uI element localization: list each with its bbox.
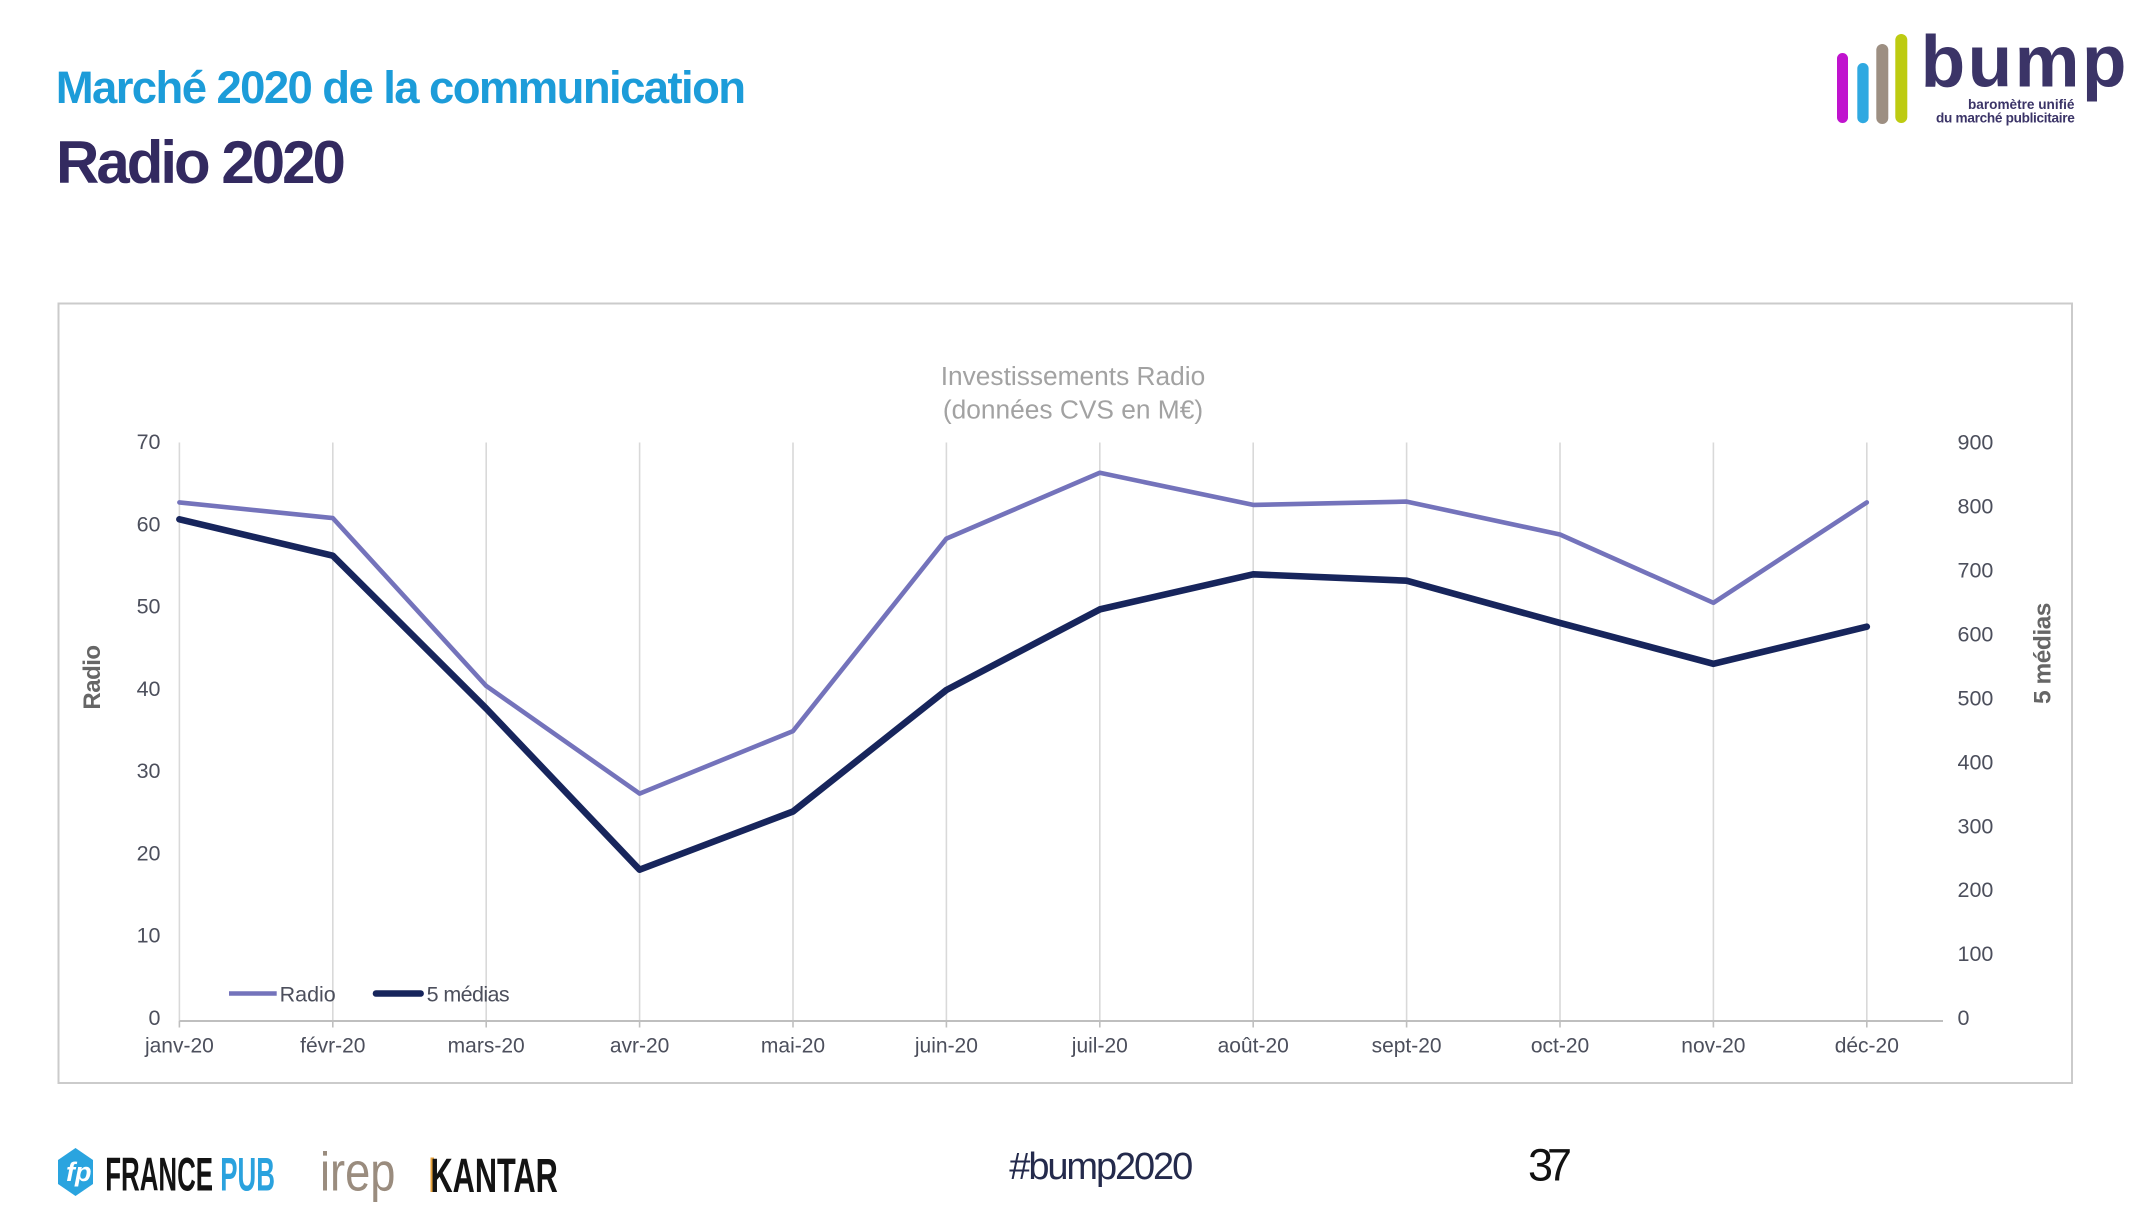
svg-text:40: 40	[137, 677, 161, 701]
svg-text:déc-20: déc-20	[1835, 1035, 1899, 1058]
svg-text:KANTAR: KANTAR	[431, 1149, 558, 1203]
svg-text:10: 10	[137, 924, 161, 948]
svg-text:700: 700	[1958, 559, 1994, 583]
svg-text:200: 200	[1958, 878, 1994, 902]
svg-text:800: 800	[1958, 495, 1994, 519]
svg-text:Radio: Radio	[280, 982, 336, 1006]
svg-text:0: 0	[1958, 1006, 1970, 1030]
svg-text:bump: bump	[1921, 22, 2129, 103]
svg-text:60: 60	[137, 513, 161, 537]
svg-text:100: 100	[1958, 942, 1994, 966]
svg-text:oct-20: oct-20	[1531, 1035, 1589, 1058]
svg-text:50: 50	[137, 595, 161, 619]
svg-text:mars-20: mars-20	[448, 1035, 525, 1058]
svg-text:FRANCE PUB: FRANCE PUB	[105, 1148, 275, 1201]
svg-text:900: 900	[1958, 431, 1994, 455]
svg-text:juil-20: juil-20	[1071, 1035, 1128, 1058]
svg-text:Radio: Radio	[79, 645, 106, 709]
svg-text:fp: fp	[66, 1157, 91, 1187]
svg-text:avr-20: avr-20	[610, 1035, 670, 1058]
svg-text:#bump2020: #bump2020	[1009, 1146, 1192, 1188]
svg-text:5 médias: 5 médias	[2030, 603, 2057, 704]
svg-text:baromètre unifié: baromètre unifié	[1968, 97, 2075, 112]
svg-text:20: 20	[137, 841, 161, 865]
svg-text:févr-20: févr-20	[300, 1035, 365, 1058]
svg-text:37: 37	[1528, 1140, 1570, 1191]
svg-text:70: 70	[137, 430, 161, 454]
svg-text:5 médias: 5 médias	[427, 982, 509, 1006]
svg-text:400: 400	[1958, 750, 1994, 774]
svg-text:30: 30	[137, 759, 161, 783]
svg-text:août-20: août-20	[1218, 1035, 1289, 1058]
svg-text:juin-20: juin-20	[914, 1035, 978, 1058]
svg-text:(données CVS en M€): (données CVS en M€)	[943, 395, 1203, 425]
svg-text:Investissements Radio: Investissements Radio	[941, 361, 1206, 391]
svg-text:mai-20: mai-20	[761, 1035, 825, 1058]
svg-text:janv-20: janv-20	[144, 1035, 214, 1058]
svg-text:sept-20: sept-20	[1372, 1035, 1442, 1058]
svg-text:300: 300	[1958, 814, 1994, 838]
svg-text:irep: irep	[320, 1141, 395, 1202]
svg-text:nov-20: nov-20	[1681, 1035, 1745, 1058]
svg-text:du marché publicitaire: du marché publicitaire	[1936, 111, 2075, 126]
svg-text:500: 500	[1958, 686, 1994, 710]
svg-text:600: 600	[1958, 622, 1994, 646]
svg-text:0: 0	[149, 1006, 161, 1030]
